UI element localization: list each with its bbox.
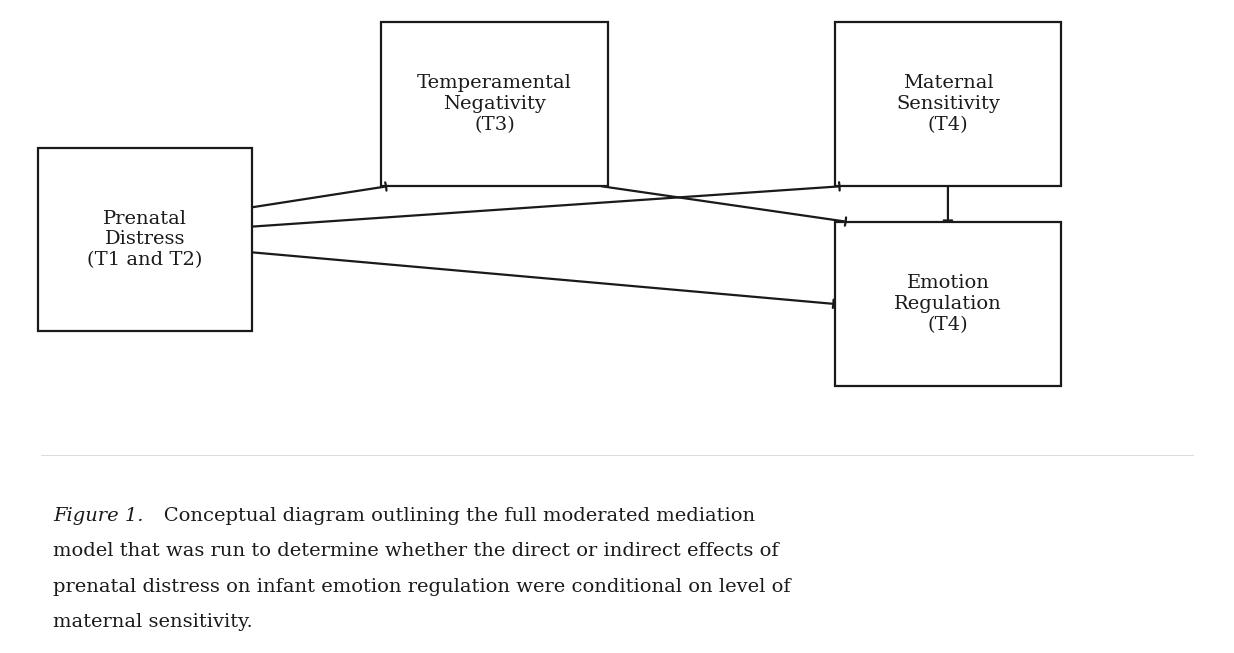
Text: Temperamental
Negativity
(T3): Temperamental Negativity (T3) bbox=[417, 74, 571, 134]
Bar bbox=[381, 22, 608, 186]
Text: Conceptual diagram outlining the full moderated mediation: Conceptual diagram outlining the full mo… bbox=[146, 507, 755, 525]
Text: prenatal distress on infant emotion regulation were conditional on level of: prenatal distress on infant emotion regu… bbox=[53, 578, 791, 596]
Text: model that was run to determine whether the direct or indirect effects of: model that was run to determine whether … bbox=[53, 543, 779, 560]
Text: Prenatal
Distress
(T1 and T2): Prenatal Distress (T1 and T2) bbox=[88, 210, 202, 269]
Text: Maternal
Sensitivity
(T4): Maternal Sensitivity (T4) bbox=[896, 74, 1000, 134]
Bar bbox=[834, 22, 1061, 186]
Bar bbox=[38, 148, 253, 331]
Text: maternal sensitivity.: maternal sensitivity. bbox=[53, 613, 253, 631]
Text: Figure 1.: Figure 1. bbox=[53, 507, 143, 525]
Text: Emotion
Regulation
(T4): Emotion Regulation (T4) bbox=[895, 274, 1002, 334]
Bar bbox=[834, 222, 1061, 386]
